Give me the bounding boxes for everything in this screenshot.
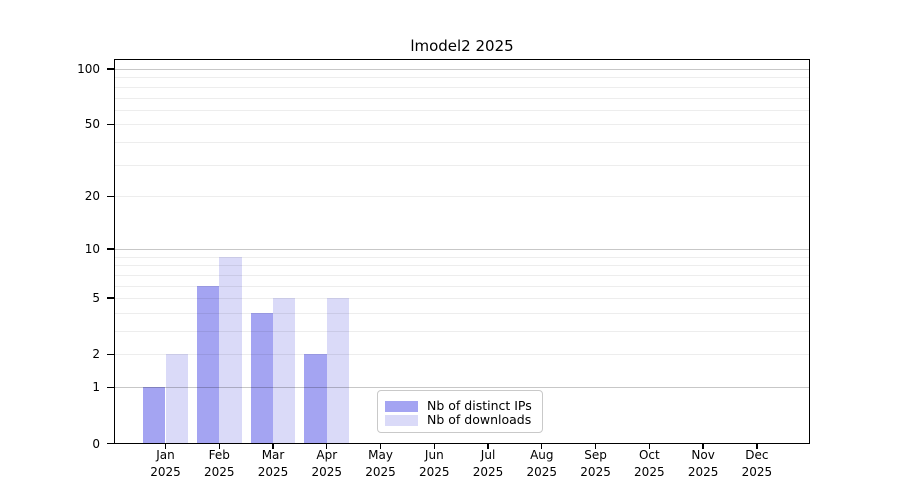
x-tick-label-jan: Jan 2025 bbox=[150, 448, 181, 479]
x-tick-mark-feb bbox=[218, 443, 220, 449]
gridline-40 bbox=[114, 142, 810, 144]
y-tick-mark-20 bbox=[107, 195, 114, 198]
legend-swatch-downloads bbox=[385, 414, 418, 426]
x-tick-label-feb: Feb 2025 bbox=[203, 448, 235, 479]
legend-swatch-distinct-ips bbox=[385, 400, 418, 412]
y-tick-label-20: 20 bbox=[84, 189, 100, 204]
bar-mar-nb-of-downloads bbox=[273, 298, 296, 444]
plot-area bbox=[114, 59, 810, 444]
x-tick-label-jun: Jun 2025 bbox=[419, 448, 450, 479]
legend-label-downloads: Nb of downloads bbox=[427, 412, 532, 427]
gridline-30 bbox=[114, 164, 810, 166]
legend: Nb of distinct IPs Nb of downloads bbox=[377, 390, 543, 433]
gridline-6 bbox=[114, 285, 810, 287]
bar-apr-nb-of-distinct-ips bbox=[304, 354, 327, 444]
y-tick-mark-10 bbox=[107, 248, 114, 250]
legend-item-distinct-ips: Nb of distinct IPs bbox=[385, 399, 534, 413]
x-tick-label-mar: Mar 2025 bbox=[257, 448, 289, 479]
gridline-60 bbox=[114, 109, 810, 111]
x-tick-mark-apr bbox=[326, 443, 328, 449]
x-tick-label-sep: Sep 2025 bbox=[580, 448, 611, 479]
x-tick-mark-dec bbox=[756, 443, 758, 449]
bar-jan-nb-of-distinct-ips bbox=[143, 387, 166, 444]
gridline-50 bbox=[114, 124, 810, 126]
chart-title: lmodel2 2025 bbox=[410, 37, 514, 55]
gridline-20 bbox=[114, 196, 810, 198]
y-tick-label-0: 0 bbox=[92, 436, 100, 451]
gridline-4 bbox=[114, 312, 810, 314]
gridline-10 bbox=[114, 248, 810, 250]
x-tick-mark-mar bbox=[272, 443, 274, 449]
bar-mar-nb-of-distinct-ips bbox=[250, 312, 274, 444]
x-tick-label-oct: Oct 2025 bbox=[634, 448, 665, 479]
legend-label-distinct-ips: Nb of distinct IPs bbox=[427, 398, 532, 413]
bars-layer bbox=[114, 59, 810, 444]
x-tick-label-jul: Jul 2025 bbox=[472, 448, 504, 479]
x-tick-mark-oct bbox=[648, 443, 650, 449]
y-tick-label-50: 50 bbox=[84, 117, 100, 132]
x-tick-label-dec: Dec 2025 bbox=[741, 448, 773, 479]
y-tick-mark-1 bbox=[107, 386, 114, 388]
bar-feb-nb-of-distinct-ips bbox=[196, 285, 220, 444]
bar-feb-nb-of-downloads bbox=[219, 256, 242, 444]
y-tick-mark-50 bbox=[107, 123, 114, 126]
legend-item-downloads: Nb of downloads bbox=[385, 413, 534, 427]
gridline-3 bbox=[114, 331, 810, 332]
x-tick-label-may: May 2025 bbox=[365, 448, 396, 479]
y-tick-mark-0 bbox=[107, 442, 114, 445]
y-tick-mark-2 bbox=[107, 353, 114, 355]
gridline-1 bbox=[114, 387, 810, 389]
y-tick-label-10: 10 bbox=[84, 241, 100, 256]
x-tick-label-apr: Apr 2025 bbox=[311, 448, 343, 479]
gridline-7 bbox=[114, 274, 810, 276]
grid-layer bbox=[114, 59, 810, 444]
y-tick-label-5: 5 bbox=[92, 291, 100, 306]
y-tick-label-100: 100 bbox=[77, 62, 100, 76]
bar-apr-nb-of-downloads bbox=[326, 298, 350, 444]
gridline-80 bbox=[114, 86, 810, 88]
gridline-5 bbox=[114, 298, 810, 300]
x-tick-mark-jul bbox=[487, 443, 489, 449]
gridline-8 bbox=[114, 265, 810, 267]
x-tick-mark-may bbox=[379, 443, 382, 449]
y-tick-mark-100 bbox=[107, 68, 114, 70]
x-tick-mark-sep bbox=[594, 443, 597, 449]
x-tick-mark-nov bbox=[702, 443, 704, 449]
x-tick-mark-jan bbox=[164, 443, 167, 449]
y-tick-label-1: 1 bbox=[92, 380, 100, 395]
x-tick-mark-aug bbox=[541, 443, 543, 449]
x-tick-label-nov: Nov 2025 bbox=[687, 448, 719, 479]
bar-jan-nb-of-downloads bbox=[165, 354, 188, 444]
x-tick-label-aug: Aug 2025 bbox=[526, 448, 558, 479]
gridline-100 bbox=[114, 69, 810, 70]
gridline-2 bbox=[114, 354, 810, 356]
x-tick-mark-jun bbox=[433, 443, 435, 449]
y-tick-mark-5 bbox=[107, 297, 114, 299]
y-tick-label-2: 2 bbox=[92, 347, 100, 362]
gridline-9 bbox=[114, 256, 810, 258]
gridline-90 bbox=[114, 77, 810, 79]
gridline-70 bbox=[114, 97, 810, 99]
